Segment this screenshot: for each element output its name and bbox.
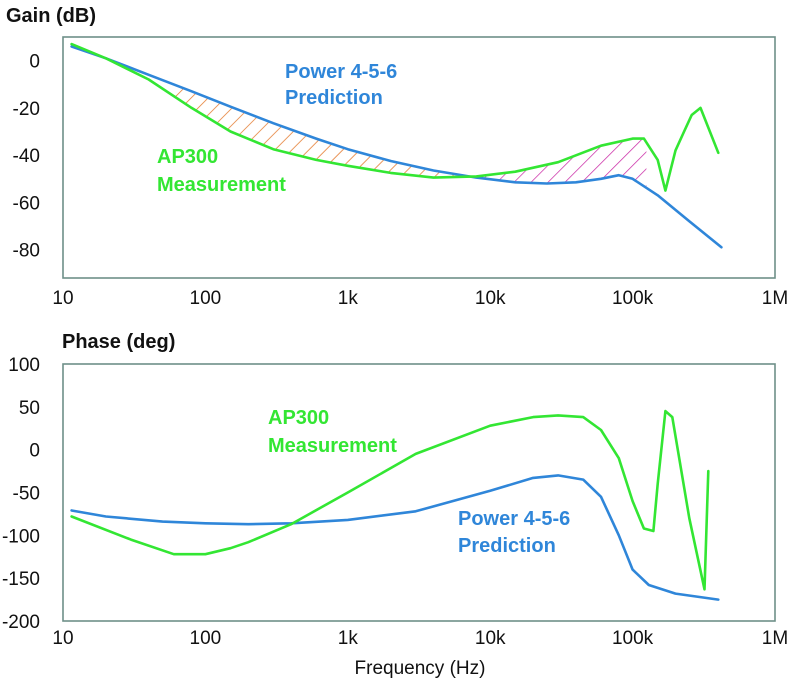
phase-y-tick-0: 100 <box>8 355 40 376</box>
phase-x-axis-label: Frequency (Hz) <box>355 658 486 679</box>
gain-measurement-label-line1: AP300 <box>157 146 218 168</box>
phase-chart: Phase (deg) 100 50 0 -50 -100 -150 -200 … <box>2 331 788 679</box>
gain-prediction-label-line1: Power 4-5-6 <box>285 61 397 83</box>
phase-x-tick-1: 100 <box>190 628 222 649</box>
phase-x-tick-labels: 10 100 1k 10k 100k 1M <box>52 628 788 649</box>
phase-series-measurement-line <box>70 409 710 591</box>
gain-y-tick-3: -60 <box>13 193 40 214</box>
phase-series-prediction-line <box>70 474 720 601</box>
phase-x-tick-4: 100k <box>612 628 654 649</box>
phase-x-tick-3: 10k <box>475 628 506 649</box>
phase-chart-title: Phase (deg) <box>62 331 175 353</box>
gain-x-tick-labels: 10 100 1k 10k 100k 1M <box>52 288 788 309</box>
phase-x-tick-0: 10 <box>52 628 73 649</box>
phase-y-tick-labels: 100 50 0 -50 -100 -150 -200 <box>2 355 40 633</box>
gain-y-tick-1: -20 <box>13 99 40 120</box>
gain-x-tick-3: 10k <box>475 288 506 309</box>
gain-y-tick-0: 0 <box>29 52 40 73</box>
phase-x-tick-2: 1k <box>338 628 359 649</box>
gain-y-tick-2: -40 <box>13 146 40 167</box>
phase-y-tick-3: -50 <box>13 484 40 505</box>
gain-plot-frame <box>62 36 776 279</box>
gain-chart: Gain (dB) 0 -20 -40 -60 -80 10 100 1k 10… <box>6 5 788 309</box>
phase-measurement-label-line1: AP300 <box>268 407 329 429</box>
phase-prediction-label-line2: Prediction <box>458 535 556 557</box>
phase-y-tick-5: -150 <box>2 569 40 590</box>
phase-y-tick-1: 50 <box>19 398 40 419</box>
phase-annotations: AP300 Measurement Power 4-5-6 Prediction <box>268 407 570 557</box>
phase-y-tick-2: 0 <box>29 441 40 462</box>
phase-measurement-label-line2: Measurement <box>268 435 397 457</box>
gain-x-tick-2: 1k <box>338 288 359 309</box>
gain-x-tick-5: 1M <box>762 288 788 309</box>
gain-chart-title: Gain (dB) <box>6 5 96 27</box>
gain-annotations: Power 4-5-6 Prediction AP300 Measurement <box>157 61 397 196</box>
phase-y-tick-4: -100 <box>2 526 40 547</box>
gain-measurement-label-line2: Measurement <box>157 174 286 196</box>
gain-y-tick-4: -80 <box>13 241 40 262</box>
gain-x-tick-4: 100k <box>612 288 654 309</box>
gain-y-tick-labels: 0 -20 -40 -60 -80 <box>13 52 40 262</box>
gain-x-tick-0: 10 <box>52 288 73 309</box>
gain-series-measurement-line <box>70 42 720 192</box>
gain-series-prediction-line <box>70 45 723 249</box>
gain-prediction-label-line2: Prediction <box>285 87 383 109</box>
gain-x-tick-1: 100 <box>190 288 222 309</box>
phase-plot-frame <box>62 363 776 622</box>
phase-y-tick-6: -200 <box>2 612 40 633</box>
phase-prediction-label-line1: Power 4-5-6 <box>458 508 570 530</box>
phase-x-tick-5: 1M <box>762 628 788 649</box>
